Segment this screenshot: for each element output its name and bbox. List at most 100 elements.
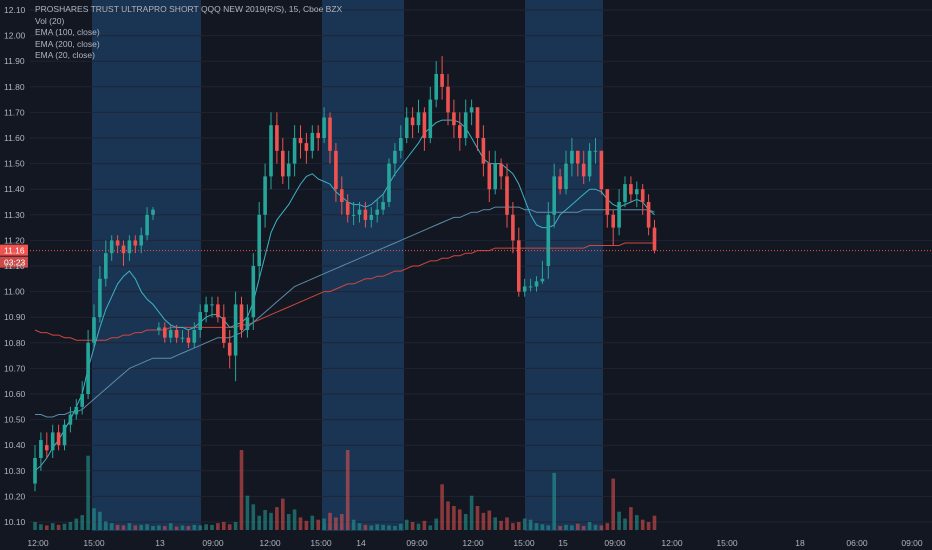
volume-bar (292, 509, 297, 530)
volume-bar (50, 523, 55, 530)
volume-bar (139, 524, 143, 530)
volume-bar (581, 526, 586, 530)
y-tick-label: 11.80 (4, 82, 25, 92)
candle (499, 158, 503, 190)
volume-bar (62, 523, 67, 530)
y-tick-label: 10.30 (4, 466, 26, 476)
x-tick-label: 06:00 (846, 538, 868, 548)
y-tick-label: 10.50 (4, 415, 26, 425)
volume-bar (357, 523, 362, 530)
volume-bar (104, 521, 108, 530)
candle-body (416, 112, 421, 126)
candle (163, 322, 167, 343)
y-tick-label: 11.00 (4, 287, 25, 297)
candle-body (139, 235, 143, 246)
candle (605, 189, 610, 228)
candle (98, 266, 102, 323)
legend-vol: Vol (20) (35, 15, 65, 26)
candle-body (640, 189, 645, 202)
candle (611, 209, 615, 246)
candle-body (304, 143, 309, 151)
candle-body (534, 281, 539, 287)
candle (410, 107, 415, 138)
volume-bar (80, 515, 84, 530)
candle-body (605, 189, 610, 215)
candle-body (109, 240, 114, 254)
x-tick-label: 12:00 (259, 538, 281, 548)
candle (345, 194, 350, 223)
volume-bar (45, 525, 49, 530)
volume-bar (316, 519, 320, 530)
candle-body (581, 163, 586, 177)
candle-body (629, 184, 633, 195)
candle (50, 424, 55, 458)
volume-bar (204, 524, 208, 530)
volume-bar (546, 525, 551, 530)
candle-body (369, 214, 374, 220)
candle (387, 158, 391, 208)
candle (522, 278, 527, 297)
candle-body (151, 209, 155, 215)
candle-body (316, 132, 320, 138)
candle (74, 399, 79, 420)
candle (245, 304, 250, 338)
candle-body (115, 240, 120, 246)
candle (646, 194, 651, 236)
volume-bar (269, 512, 273, 530)
candle-body (381, 202, 385, 210)
candle (558, 168, 562, 195)
y-tick-label: 12.10 (4, 5, 26, 15)
volume-bar (570, 525, 574, 530)
legend-ema100: EMA (100, close) (35, 27, 100, 37)
volume-bar (298, 517, 303, 530)
candle-body (440, 74, 444, 87)
candle-body (463, 112, 468, 138)
volume-bar (605, 523, 610, 530)
ema200-line (34, 242, 655, 341)
volume-bar (322, 518, 326, 530)
volume-bar (198, 525, 202, 530)
volume-bar (186, 526, 191, 530)
volume-bar (511, 523, 515, 530)
candle (145, 207, 149, 241)
candle (286, 150, 291, 190)
candle (505, 163, 509, 228)
candle-body (452, 112, 456, 126)
volume-bar (157, 525, 161, 530)
candle-body (511, 214, 515, 241)
volume-bar (233, 522, 238, 530)
volume-bar (174, 526, 179, 530)
volume-bar (558, 526, 562, 530)
candle (292, 125, 297, 177)
candle (381, 194, 385, 215)
candle-body (74, 406, 79, 415)
volume-bar (611, 478, 615, 530)
candle-body (458, 125, 462, 138)
volume-bar (33, 522, 37, 530)
volume-bar (163, 526, 167, 530)
candle-body (540, 278, 545, 282)
legend: PROSHARES TRUST ULTRAPRO SHORT QQQ NEW 2… (35, 4, 342, 62)
candle (629, 176, 633, 202)
candle-body (446, 86, 450, 113)
candle (469, 99, 474, 126)
candle (593, 138, 598, 164)
volume-bar (623, 518, 627, 530)
candle-body (245, 317, 250, 330)
candle (351, 202, 356, 226)
volume-bar (493, 517, 497, 530)
candle-body (210, 304, 214, 306)
candle-body (576, 150, 580, 164)
volume-bar (109, 523, 114, 530)
candle-body (481, 138, 486, 164)
candle (157, 322, 161, 336)
candle (204, 296, 208, 323)
candle (458, 112, 462, 151)
candle-body (387, 163, 391, 202)
candle-body (499, 163, 503, 177)
ema20-line (34, 119, 655, 472)
y-tick-label: 10.70 (4, 363, 26, 373)
candle (174, 324, 179, 343)
